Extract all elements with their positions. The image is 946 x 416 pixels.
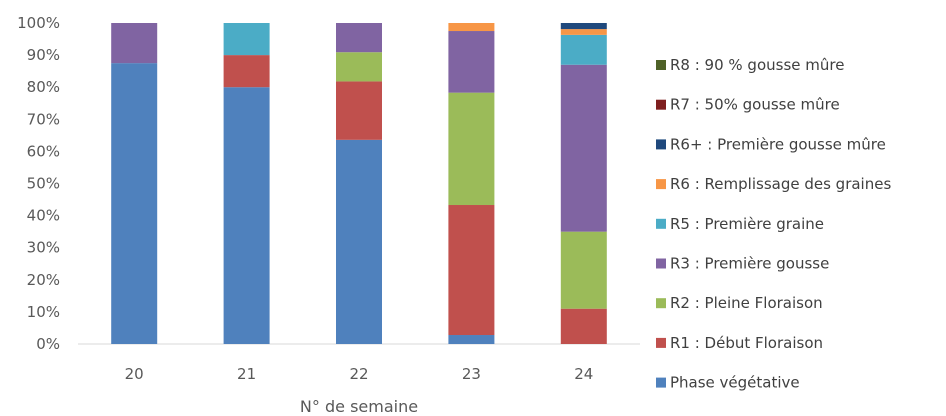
bar-segment <box>448 23 495 32</box>
bar-segment <box>336 139 382 344</box>
legend-swatch <box>656 298 666 309</box>
bar-segment <box>111 23 158 64</box>
bar-segment <box>336 52 382 82</box>
y-tick-label: 10% <box>27 303 60 321</box>
bar-segment <box>448 205 495 336</box>
bar-segment <box>560 23 607 30</box>
y-tick-label: 80% <box>27 78 60 96</box>
y-tick-label: 100% <box>17 14 60 32</box>
legend-swatch <box>656 337 666 348</box>
x-axis-ticks: 20 21 22 23 24 <box>125 365 594 383</box>
bar-segment <box>223 87 270 344</box>
bar-segment <box>223 23 270 56</box>
x-tick-label: 20 <box>125 365 144 383</box>
legend-label: R5 : Première graine <box>670 215 824 233</box>
bar-segment <box>560 231 607 309</box>
legend-label: R1 : Début Floraison <box>670 334 823 352</box>
legend-label: R7 : 50% gousse mûre <box>670 96 840 114</box>
y-tick-label: 20% <box>27 271 60 289</box>
x-tick-label: 22 <box>349 365 368 383</box>
y-axis-ticks: 0% 10% 20% 30% 40% 50% 60% 70% 80% 90% 100% <box>17 14 60 353</box>
legend-swatch <box>656 99 666 110</box>
bar-segment <box>336 81 382 140</box>
legend-label: Phase végétative <box>670 374 800 392</box>
bar-segment <box>111 63 158 344</box>
y-tick-label: 90% <box>27 46 60 64</box>
bar-segment <box>223 55 270 88</box>
y-tick-label: 60% <box>27 142 60 160</box>
legend-label: R8 : 90 % gousse mûre <box>670 56 844 74</box>
y-tick-label: 70% <box>27 110 60 128</box>
bar-segment <box>560 34 607 65</box>
bar-segment <box>448 92 495 206</box>
legend-swatch <box>656 377 666 388</box>
legend-label: R3 : Première gousse <box>670 255 829 273</box>
x-axis-title: N° de semaine <box>300 397 418 416</box>
y-tick-label: 0% <box>36 335 60 353</box>
bar-segment <box>336 23 382 53</box>
bars <box>111 23 607 344</box>
legend-swatch <box>656 218 666 229</box>
legend-swatch <box>656 60 666 70</box>
bar-segment <box>448 335 495 344</box>
legend-label: R2 : Pleine Floraison <box>670 294 823 312</box>
y-tick-label: 40% <box>27 207 60 225</box>
bar-segment <box>560 29 607 35</box>
y-tick-label: 30% <box>27 239 60 257</box>
legend-label: R6 : Remplissage des graines <box>670 175 891 193</box>
x-tick-label: 21 <box>237 365 256 383</box>
legend-swatch <box>656 258 666 269</box>
legend: R8 : 90 % gousse mûre R7 : 50% gousse mûr… <box>656 56 891 392</box>
legend-swatch <box>656 179 666 190</box>
bar-segment <box>560 308 607 344</box>
x-tick-label: 24 <box>574 365 593 383</box>
bar-segment <box>560 64 607 232</box>
legend-swatch <box>656 139 666 150</box>
bar-segment <box>448 31 495 93</box>
legend-label: R6+ : Première gousse mûre <box>670 135 886 153</box>
x-tick-label: 23 <box>462 365 481 383</box>
y-tick-label: 50% <box>27 175 60 193</box>
